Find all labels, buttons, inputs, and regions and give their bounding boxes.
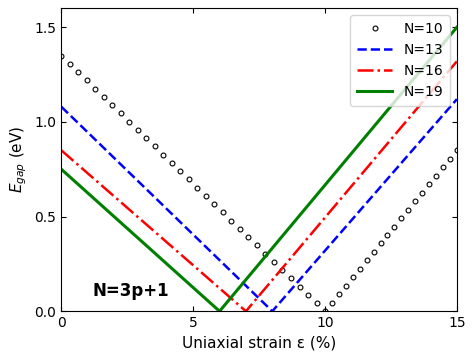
N=10 [58, 53, 64, 58]
N=19 [217, 309, 222, 313]
N=10 [186, 177, 192, 182]
N=10 [343, 284, 349, 288]
Text: N=3p+1: N=3p+1 [93, 282, 170, 300]
N=10 [322, 309, 328, 313]
N=16 [58, 148, 64, 153]
N=13 [269, 309, 275, 313]
Line: N=19: N=19 [61, 27, 457, 311]
N=10 [364, 258, 370, 262]
X-axis label: Uniaxial strain ε (%): Uniaxial strain ε (%) [182, 336, 336, 351]
N=10 [454, 148, 460, 153]
N=10 [152, 144, 158, 149]
Legend: N=10, N=13, N=16, N=19: N=10, N=13, N=16, N=19 [350, 15, 450, 106]
N=13 [58, 104, 64, 109]
Line: N=10: N=10 [59, 53, 459, 314]
N=19 [454, 25, 460, 29]
Line: N=13: N=13 [61, 99, 457, 311]
N=16 [243, 309, 249, 313]
N=19 [58, 167, 64, 171]
Y-axis label: $E_{gap}$ (eV): $E_{gap}$ (eV) [9, 126, 29, 194]
N=10 [195, 186, 201, 190]
N=16 [454, 59, 460, 64]
N=10 [447, 157, 453, 161]
Line: N=16: N=16 [61, 61, 457, 311]
N=13 [454, 97, 460, 101]
